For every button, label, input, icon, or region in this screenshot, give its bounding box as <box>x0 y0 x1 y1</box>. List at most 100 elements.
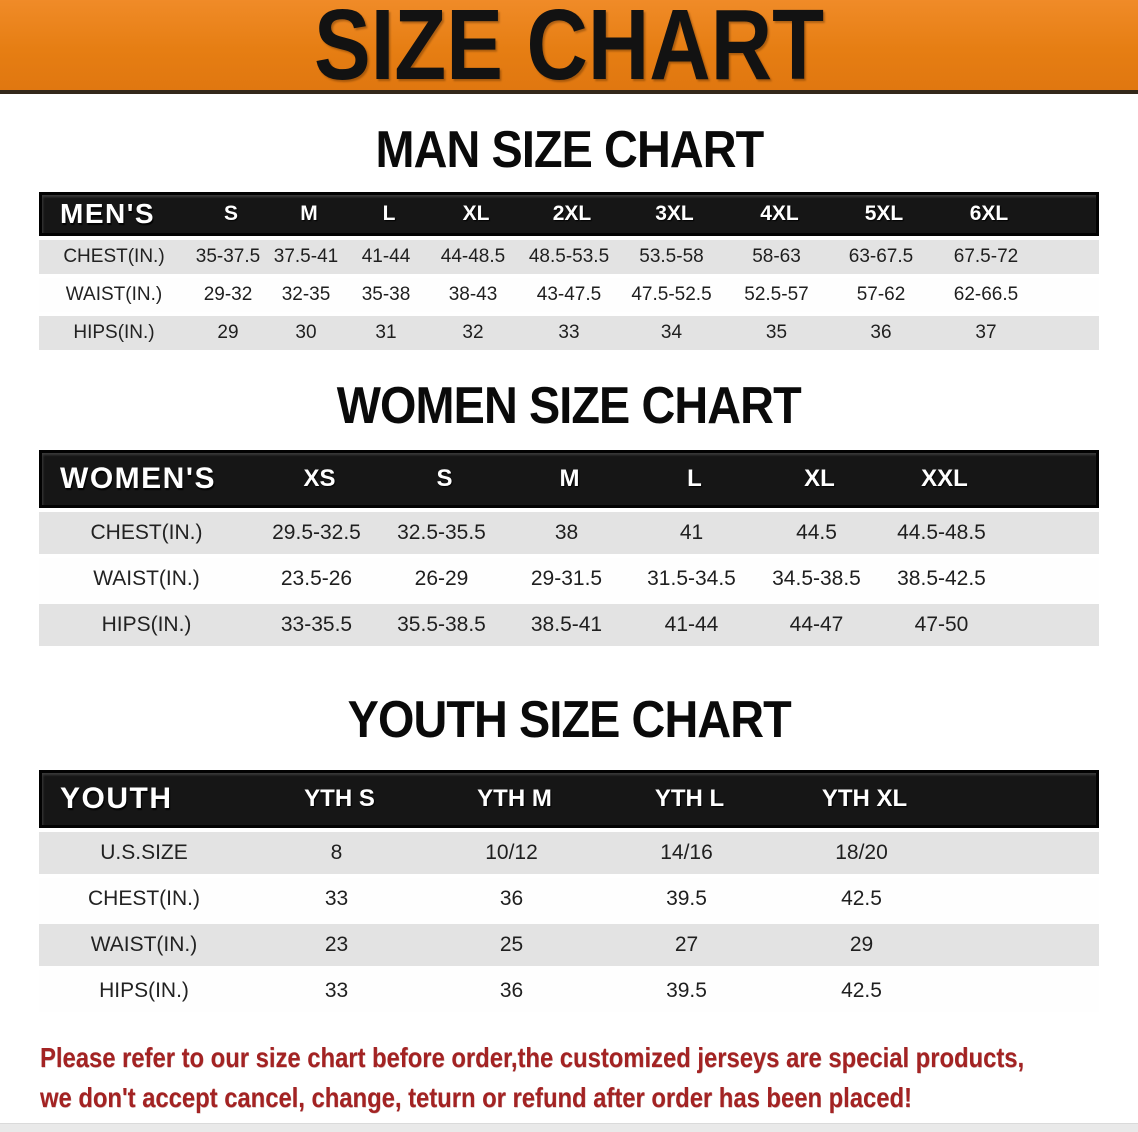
men-value-1-0: 29-32 <box>203 284 253 305</box>
youth-row-label-0: U.S.SIZE <box>100 841 188 864</box>
women-row-label-2: HIPS(IN.) <box>101 613 192 636</box>
youth-section-title: YOUTH SIZE CHART <box>0 691 1138 749</box>
men-size-table: MEN'S S M L XL 2XL 3XL 4XL 5XL 6XL CHEST(IN.) 35-37… <box>39 192 1099 350</box>
men-value-0-5: 53.5-58 <box>639 246 704 267</box>
men-value-0-6: 58-63 <box>752 246 801 267</box>
men-value-0-8: 67.5-72 <box>953 246 1019 267</box>
men-value-0-3: 44-48.5 <box>440 246 506 267</box>
disclaimer-line-1: Please refer to our size chart before or… <box>40 1042 1025 1073</box>
youth-column-header-2: YTH L <box>654 785 725 812</box>
men-value-1-1: 32-35 <box>281 284 331 305</box>
youth-value-1-3: 42.5 <box>841 887 882 910</box>
women-row-label-1: WAIST(IN.) <box>93 567 200 590</box>
men-value-0-2: 41-44 <box>361 246 411 267</box>
women-section-title: WOMEN SIZE CHART <box>0 377 1138 435</box>
women-value-0-2: 38 <box>554 521 579 544</box>
women-row-label-0: CHEST(IN.) <box>90 521 203 544</box>
men-value-2-8: 37 <box>975 322 997 343</box>
men-value-1-7: 57-62 <box>856 284 906 305</box>
women-column-header-5: XXL <box>921 465 968 492</box>
youth-value-0-0: 8 <box>330 841 343 864</box>
women-column-header-1: S <box>436 465 453 492</box>
youth-row-label-1: CHEST(IN.) <box>88 887 200 910</box>
men-column-header-3: XL <box>462 202 490 225</box>
men-column-header-4: 2XL <box>552 202 592 225</box>
youth-value-3-1: 36 <box>499 979 524 1002</box>
men-row-2: HIPS(IN.) 29 30 31 32 33 34 35 36 37 <box>39 316 1099 350</box>
men-value-0-0: 35-37.5 <box>195 246 261 267</box>
men-value-2-1: 30 <box>295 322 317 343</box>
women-value-0-5: 44.5-48.5 <box>897 521 986 544</box>
youth-value-0-1: 10/12 <box>485 841 538 864</box>
youth-value-3-3: 42.5 <box>841 979 882 1002</box>
men-value-2-2: 31 <box>375 322 397 343</box>
men-value-1-6: 52.5-57 <box>744 284 809 305</box>
men-value-2-7: 36 <box>870 322 892 343</box>
men-row-1: WAIST(IN.) 29-32 32-35 35-38 38-43 43-47.5 47.… <box>39 278 1099 312</box>
women-column-header-3: L <box>687 465 702 492</box>
men-header-row: MEN'S S M L XL 2XL 3XL 4XL 5XL 6XL <box>39 192 1099 236</box>
women-column-header-2: M <box>559 465 580 492</box>
men-column-header-1: M <box>300 202 318 225</box>
women-row-0: CHEST(IN.) 29.5-32.5 32.5-35.5 38 41 44.5 44.5… <box>39 512 1099 554</box>
youth-header-row: YOUTH YTH S YTH M YTH L YTH XL <box>39 770 1099 828</box>
women-value-1-0: 23.5-26 <box>280 567 353 590</box>
men-value-2-0: 29 <box>217 322 239 343</box>
youth-column-header-0: YTH S <box>304 785 375 812</box>
size-chart-banner: SIZE CHART <box>0 0 1138 101</box>
men-row-label-1: WAIST(IN.) <box>65 284 163 305</box>
women-value-2-5: 47-50 <box>914 613 969 636</box>
women-value-1-1: 26-29 <box>414 567 469 590</box>
disclaimer: Please refer to our size chart before or… <box>40 1038 1138 1118</box>
men-section-title-text: MAN SIZE CHART <box>375 121 764 179</box>
women-value-0-4: 44.5 <box>796 521 837 544</box>
banner-title: SIZE CHART <box>314 0 824 101</box>
youth-value-0-2: 14/16 <box>660 841 713 864</box>
women-value-0-3: 41 <box>679 521 704 544</box>
youth-row-label-3: HIPS(IN.) <box>99 979 189 1002</box>
men-value-1-4: 43-47.5 <box>536 284 602 305</box>
men-value-2-4: 33 <box>558 322 580 343</box>
women-row-1: WAIST(IN.) 23.5-26 26-29 29-31.5 31.5-34.5 34… <box>39 558 1099 600</box>
women-column-header-0: XS <box>303 465 336 492</box>
women-header-row: WOMEN'S XS S M L XL XXL <box>39 450 1099 508</box>
men-value-1-3: 38-43 <box>448 284 498 305</box>
youth-value-0-3: 18/20 <box>835 841 888 864</box>
women-row-2: HIPS(IN.) 33-35.5 35.5-38.5 38.5-41 41-44 44-… <box>39 604 1099 646</box>
men-column-header-5: 3XL <box>655 202 694 225</box>
women-value-2-3: 41-44 <box>664 613 719 636</box>
women-value-1-3: 31.5-34.5 <box>647 567 736 590</box>
disclaimer-line-2: we don't accept cancel, change, teturn o… <box>40 1082 912 1113</box>
men-value-1-8: 62-66.5 <box>953 284 1019 305</box>
men-row-label-0: CHEST(IN.) <box>63 246 165 267</box>
women-section-title-text: WOMEN SIZE CHART <box>337 377 802 435</box>
women-value-0-1: 32.5-35.5 <box>397 521 486 544</box>
youth-section-title-text: YOUTH SIZE CHART <box>347 691 791 749</box>
women-value-0-0: 29.5-32.5 <box>272 521 361 544</box>
women-header-label: WOMEN'S <box>60 462 216 495</box>
youth-header-label: YOUTH <box>60 782 173 815</box>
youth-column-header-3: YTH XL <box>821 785 908 812</box>
youth-value-3-2: 39.5 <box>666 979 707 1002</box>
men-column-header-2: L <box>382 202 396 225</box>
youth-row-2: WAIST(IN.) 23 25 27 29 <box>39 924 1099 966</box>
women-value-1-2: 29-31.5 <box>530 567 603 590</box>
youth-value-1-2: 39.5 <box>666 887 707 910</box>
women-value-2-0: 33-35.5 <box>280 613 353 636</box>
youth-value-2-3: 29 <box>849 933 874 956</box>
women-value-2-2: 38.5-41 <box>530 613 603 636</box>
youth-value-2-1: 25 <box>499 933 524 956</box>
women-value-2-4: 44-47 <box>789 613 844 636</box>
youth-column-header-1: YTH M <box>477 785 552 812</box>
youth-row-label-2: WAIST(IN.) <box>90 933 198 956</box>
women-size-table: WOMEN'S XS S M L XL XXL CHEST(IN.) 29.5-32.5 32.5… <box>39 450 1099 646</box>
bottom-edge-strip <box>0 1123 1138 1132</box>
youth-row-0: U.S.SIZE 8 10/12 14/16 18/20 <box>39 832 1099 874</box>
men-column-header-6: 4XL <box>760 202 799 225</box>
men-row-0: CHEST(IN.) 35-37.5 37.5-41 41-44 44-48.5 48.5… <box>39 240 1099 274</box>
men-value-2-6: 35 <box>765 322 788 343</box>
youth-value-2-2: 27 <box>674 933 699 956</box>
men-value-0-4: 48.5-53.5 <box>528 246 610 267</box>
women-column-header-4: XL <box>804 465 835 492</box>
youth-value-1-1: 36 <box>499 887 524 910</box>
